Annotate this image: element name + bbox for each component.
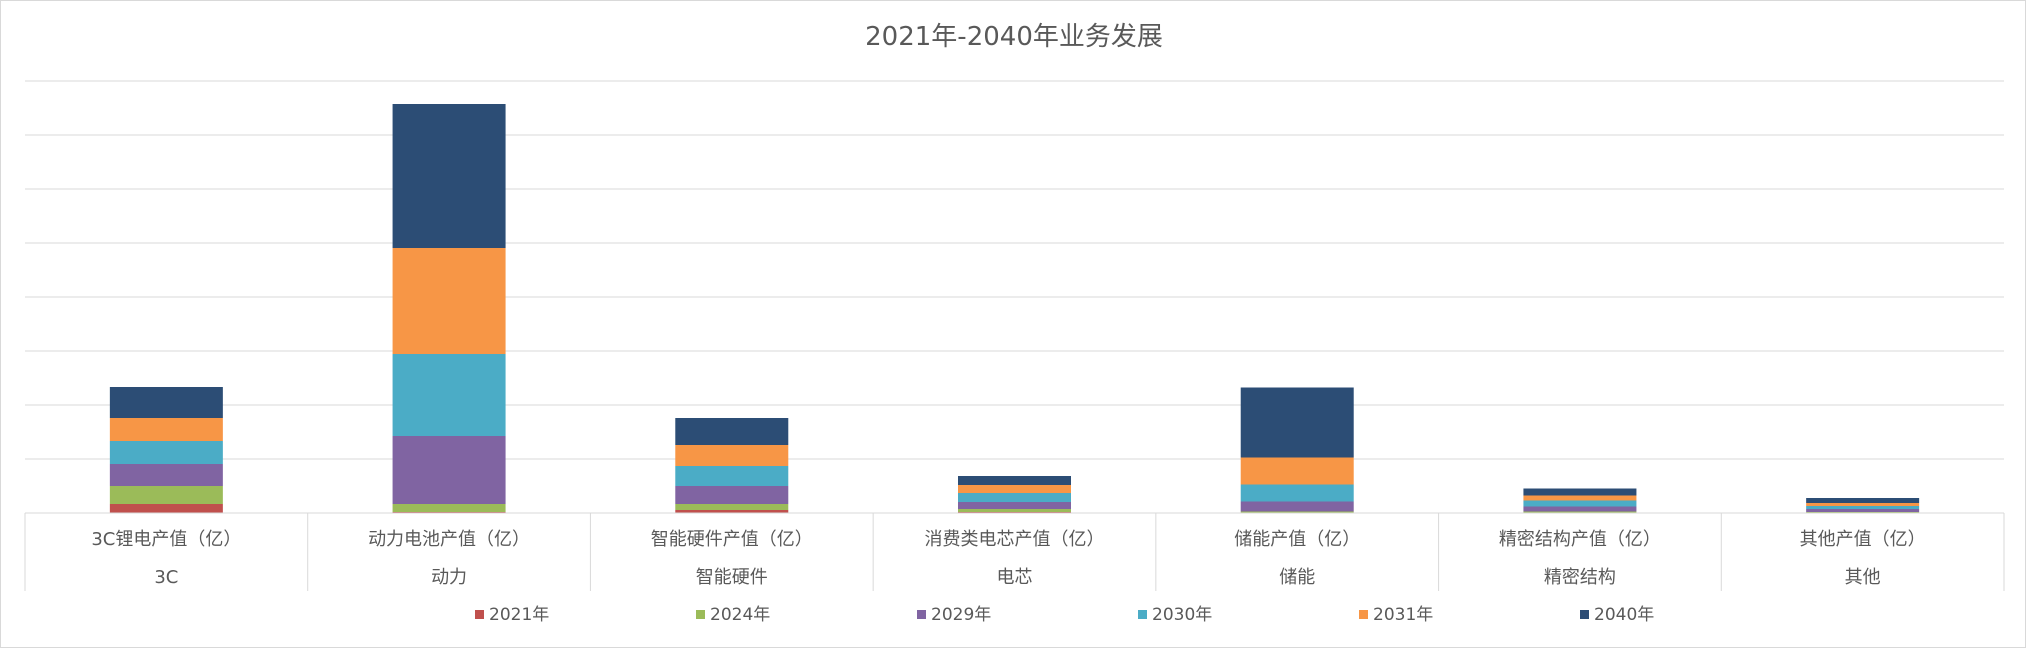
category-label: 3C锂电产值（亿） [91,529,241,550]
bar-segment [958,509,1071,512]
bar-segment [675,504,788,510]
category-label: 动力电池产值（亿） [368,529,530,550]
category-label: 精密结构产值（亿） [1499,529,1661,550]
bar-segment [1241,512,1354,513]
bar-segment [110,464,223,486]
legend-swatch [917,610,926,619]
category-group-label: 智能硬件 [696,567,768,588]
bar-segment [1241,458,1354,485]
legend-swatch [475,610,484,619]
legend-swatch [1580,610,1589,619]
category-group-label: 电芯 [997,567,1033,588]
category-label: 储能产值（亿） [1234,529,1360,550]
bars [110,104,1919,513]
category-group-label: 储能 [1279,567,1315,588]
legend-swatch [1138,610,1147,619]
bar-segment [1241,502,1354,512]
category-group-label: 动力 [431,567,467,588]
bar-segment [1523,501,1636,507]
bar-segment [1523,489,1636,496]
bar-segment [1806,506,1919,509]
legend-label: 2029年 [931,605,991,625]
bar-segment [1806,498,1919,503]
bar-segment [393,248,506,354]
chart-title: 2021年-2040年业务发展 [865,22,1163,52]
legend-label: 2024年 [710,605,770,625]
bar-segment [1806,503,1919,506]
bar-segment [958,493,1071,502]
bar-segment [958,485,1071,493]
bar-segment [110,504,223,513]
bar-segment [393,436,506,504]
category-label: 智能硬件产值（亿） [651,529,813,550]
legend-swatch [696,610,705,619]
category-label: 其他产值（亿） [1800,529,1926,550]
bar-segment [393,104,506,248]
bar-segment [110,441,223,464]
legend-label: 2030年 [1152,605,1212,625]
gridlines [25,81,2004,459]
category-group-label: 其他 [1845,567,1881,588]
legend-label: 2040年 [1594,605,1654,625]
bar-segment [1806,509,1919,512]
legend-label: 2031年 [1373,605,1433,625]
bar-segment [110,387,223,418]
bar-segment [1523,496,1636,501]
category-axis: 3C锂电产值（亿） 3C 动力电池产值（亿） 动力 智能硬件产值（亿） 智能硬件 消费类电芯… [25,513,2004,591]
bar-segment [393,504,506,512]
bar-segment [1523,507,1636,512]
bar-segment [110,418,223,441]
bar-segment [110,486,223,504]
legend: 2021年 2024年 2029年 2030年 2031年 2040年 [475,605,1654,625]
legend-label: 2021年 [489,605,549,625]
category-group-label: 3C [154,567,178,588]
bar-segment [1523,512,1636,513]
category-group-label: 精密结构 [1544,567,1616,588]
category-label: 消费类电芯产值（亿） [925,529,1105,550]
bar-segment [958,476,1071,485]
bar-segment [1241,485,1354,502]
bar-segment [393,354,506,436]
bar-segment [675,466,788,486]
bar-segment [675,486,788,504]
bar-segment [958,502,1071,509]
bar-segment [675,445,788,466]
bar-segment [675,418,788,445]
bar-segment [1241,388,1354,458]
legend-swatch [1359,610,1368,619]
